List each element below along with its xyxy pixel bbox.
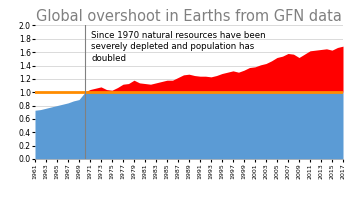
Text: Since 1970 natural resources have been
severely depleted and population has
doub: Since 1970 natural resources have been s…: [91, 31, 266, 63]
Title: Global overshoot in Earths from GFN data: Global overshoot in Earths from GFN data: [36, 9, 342, 24]
